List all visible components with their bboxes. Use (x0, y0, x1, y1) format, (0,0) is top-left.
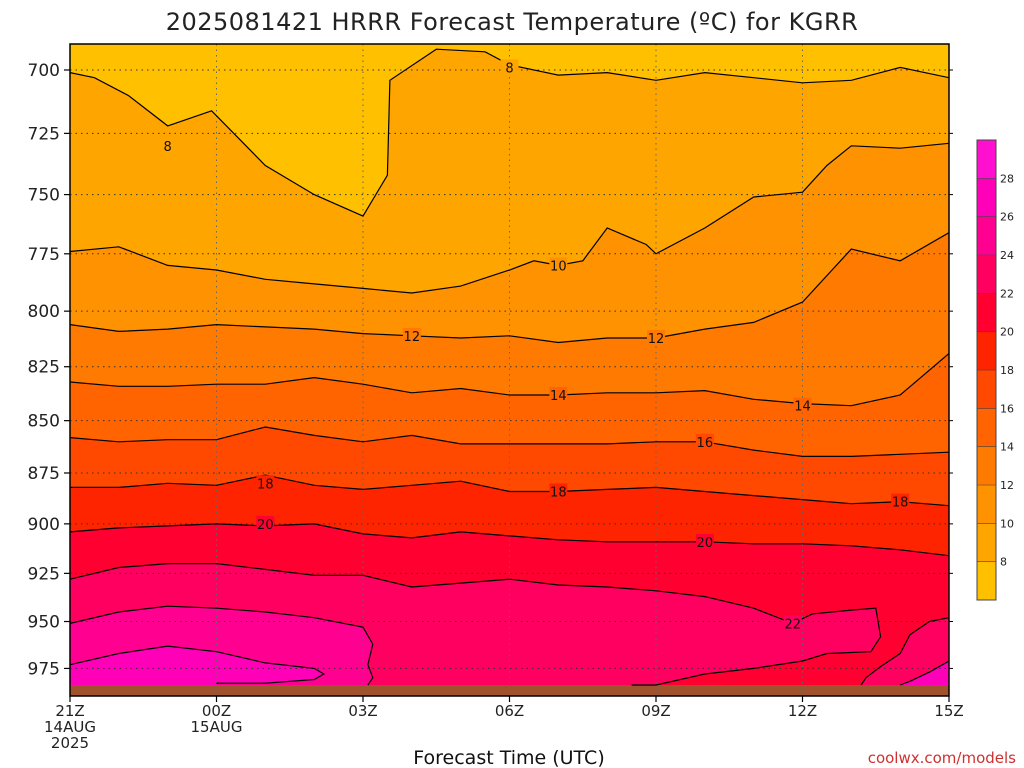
colorbar-swatch-1 (977, 523, 996, 563)
isotherm-label-bg (695, 533, 714, 549)
isotherm-label-8: 8 (505, 61, 513, 76)
colorbar-swatch-10 (977, 178, 996, 218)
isotherm-label-10: 10 (550, 259, 567, 274)
x-axis-label: Forecast Time (UTC) (413, 747, 604, 768)
isotherm-label-14: 14 (794, 400, 811, 415)
isotherm-26-10 (70, 645, 326, 684)
isotherm-label-bg (695, 433, 714, 449)
colorbar-swatch-6 (977, 331, 996, 371)
isotherm-16-4 (70, 426, 949, 457)
colorbar-label-20: 20 (1000, 326, 1014, 339)
y-tick-label-825: 825 (28, 358, 60, 378)
x-tick-label-6-0: 15Z (934, 702, 963, 720)
isotherm-label-16: 16 (697, 436, 714, 451)
colorbar: 8 10 12 14 16 18 20 22 24 26 28 (976, 139, 1014, 601)
y-tick-label-850: 850 (28, 412, 60, 432)
isotherm-label-bg (783, 615, 802, 631)
y-tick-label-900: 900 (28, 515, 60, 535)
isotherm-label-18: 18 (892, 496, 909, 511)
colorbar-swatch-9 (977, 216, 996, 256)
colorbar-label-16: 16 (1000, 402, 1014, 415)
colorbar-label-18: 18 (1000, 364, 1014, 377)
isotherm-label-bg (549, 483, 568, 499)
colorbar-label-26: 26 (1000, 211, 1014, 224)
credit-link[interactable]: coolwx.com/models (868, 749, 1016, 767)
x-tick-label-0-2: 2025 (51, 734, 89, 752)
isotherm-8-0 (70, 48, 949, 217)
colorbar-swatch-4 (977, 408, 996, 448)
colorbar-label-12: 12 (1000, 479, 1014, 492)
chart-title: 2025081421 HRRR Forecast Temperature (ºC… (166, 8, 859, 36)
isotherm-label-20: 20 (697, 536, 714, 551)
isotherm-label-bg (256, 475, 275, 491)
x-tick-label-1-1: 15AUG (191, 718, 243, 736)
isotherm-label-bg (402, 327, 421, 343)
colorbar-label-24: 24 (1000, 249, 1014, 262)
x-tick-label-0-0: 21Z (55, 702, 84, 720)
y-tick-label-725: 725 (28, 124, 60, 144)
isotherm-18-5 (70, 474, 949, 507)
colorbar-swatch-0 (977, 561, 996, 601)
isotherm-label-12: 12 (404, 330, 421, 345)
y-tick-label-925: 925 (28, 564, 60, 584)
x-tick-label-2-0: 03Z (348, 702, 377, 720)
isotherm-label-18: 18 (550, 485, 567, 500)
isotherm-label-12: 12 (648, 332, 665, 347)
isotherm-label-bg (500, 59, 519, 75)
isotherm-label-bg (647, 330, 665, 346)
isotherm-label-bg (158, 137, 177, 153)
x-tick-label-0-1: 14AUG (44, 718, 96, 736)
colorbar-swatch-5 (977, 370, 996, 409)
isotherm-label-14: 14 (550, 389, 567, 404)
surface-ground-band (70, 685, 949, 696)
y-tick-label-750: 750 (28, 186, 60, 206)
colorbar-label-8: 8 (1000, 556, 1007, 569)
y-tick-label-975: 975 (28, 659, 60, 679)
colorbar-label-14: 14 (1000, 441, 1014, 454)
isotherm-label-bg (793, 397, 812, 413)
isotherm-label-20: 20 (257, 518, 274, 533)
colorbar-swatch-3 (977, 446, 996, 486)
isotherm-22-8 (860, 617, 949, 686)
isotherm-label-bg (549, 257, 568, 273)
isotherm-22-7 (70, 563, 882, 686)
y-tick-label-700: 700 (28, 61, 60, 81)
isotherm-label-18: 18 (257, 477, 274, 492)
colorbar-label-10: 10 (1000, 517, 1014, 530)
temperature-fill-layer (70, 49, 949, 696)
y-tick-label-800: 800 (28, 302, 60, 322)
x-tick-label-5-0: 12Z (788, 702, 817, 720)
isotherm-label-layer: 8 8 10 12 12 14 14 16 18 18 18 20 20 22 (158, 59, 910, 632)
y-axis: 700 725 750 775 800 825 850 875 900 925 950 975 (28, 61, 953, 679)
isotherm-label-bg (549, 386, 568, 402)
colorbar-swatch-8 (977, 255, 996, 294)
colorbar-label-22: 22 (1000, 287, 1014, 300)
x-tick-label-1-0: 00Z (202, 702, 231, 720)
grid-layer (70, 44, 949, 696)
isotherm-label-bg (256, 515, 275, 531)
y-tick-label-950: 950 (28, 613, 60, 633)
isotherm-24-9 (70, 605, 374, 686)
colorbar-swatch-7 (977, 293, 996, 333)
y-tick-label-875: 875 (28, 464, 60, 484)
isotherm-12-2 (70, 232, 949, 344)
isotherm-label-22: 22 (784, 617, 801, 632)
x-tick-label-3-0: 06Z (495, 702, 524, 720)
surface-ground-layer (70, 685, 949, 696)
isotherm-20-6 (70, 523, 949, 557)
colorbar-swatch-2 (977, 485, 996, 524)
isotherm-26-11 (899, 660, 949, 686)
x-tick-label-4-0: 09Z (641, 702, 670, 720)
y-tick-label-775: 775 (28, 245, 60, 265)
isotherm-label-bg (891, 493, 910, 509)
colorbar-swatch-11 (977, 140, 996, 179)
colorbar-label-28: 28 (1000, 172, 1014, 185)
isotherm-label-8: 8 (164, 140, 172, 155)
fill-band-26-10 (70, 646, 324, 696)
